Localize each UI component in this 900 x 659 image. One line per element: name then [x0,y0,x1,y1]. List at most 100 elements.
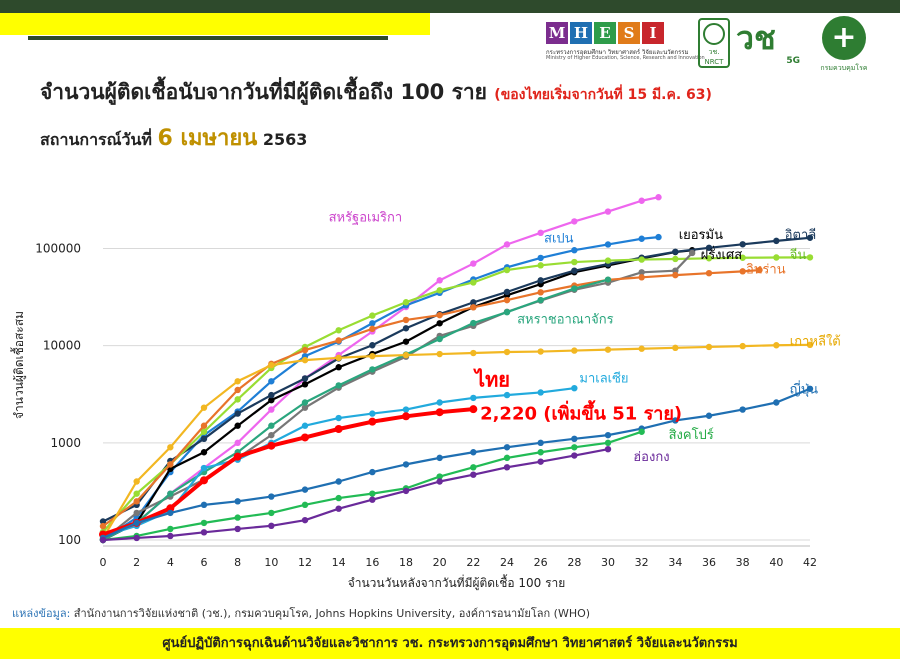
series-8-point [200,404,208,411]
x-tick-label: 40 [769,556,783,569]
series-9-point [335,414,342,422]
series-10-point [402,412,410,421]
page-subtitle: สถานการณ์วันที่ 6 เมษายน 2563 [40,120,307,155]
series-8-point [638,345,645,352]
series-6-point [234,386,241,394]
series-1-point [268,378,275,385]
series-9-point [571,384,578,392]
series-11-point [604,431,612,439]
series-7-point [167,490,174,497]
series-line-11 [102,387,811,539]
x-tick-label: 26 [534,556,548,569]
series-3-point [99,518,107,525]
series-6-point [503,296,511,304]
series-13-point [268,522,275,530]
series-12-point [470,464,477,471]
series-8-point [503,348,511,356]
series-9-point [503,391,511,399]
series-13-point [503,464,511,471]
series-1-point [638,235,645,242]
series-9-point [537,389,544,396]
series-4-point [369,312,376,319]
series-11-point [234,498,241,505]
series-label: อิตาลี [785,227,817,243]
series-3-point [234,410,241,417]
series-label: ไทย [473,367,510,391]
series-8-point [402,351,410,359]
series-13-point [133,534,140,542]
mhesi-letter-h: H [570,22,592,44]
mhesi-caption-en: Ministry of Higher Education, Science, R… [546,55,705,61]
series-0-point [470,260,477,267]
series-4-point [503,266,511,274]
series-4-point [133,490,140,497]
series-9-point [402,406,410,413]
x-tick-label: 42 [803,556,817,569]
series-4-point [436,287,443,294]
series-13-point [604,445,612,453]
series-1-point [655,233,662,241]
series-11-point [167,509,174,517]
x-tick-label: 38 [736,556,750,569]
source-text: สำนักงานการวิจัยแห่งชาติ (วช.), กรมควบคุ… [73,607,591,620]
title-main: จำนวนผู้ติดเชื้อนับจากวันที่มีผู้ติดเชื้… [40,80,487,104]
series-5-point [688,249,696,257]
series-6-point [470,304,477,311]
series-11-point [672,417,679,424]
series-5-point [672,267,679,274]
series-3-point [200,435,208,443]
series-5-point [301,404,309,411]
series-5-point [268,431,275,439]
series-0-point [436,277,443,284]
series-13-point [537,458,544,465]
data-source: แหล่งข้อมูล: สำนักงานการวิจัยแห่งชาติ (ว… [12,604,590,622]
series-5-point [133,509,140,517]
series-0-point [655,194,662,201]
series-7-point [537,296,544,304]
x-tick-label: 36 [702,556,716,569]
series-6-point [705,269,713,277]
series-13-point [167,532,174,540]
series-3-point [470,299,477,306]
series-2-point [402,338,410,345]
series-4-point [537,262,544,269]
x-tick-label: 28 [567,556,581,569]
x-tick-label: 22 [466,556,480,569]
series-8-point [672,344,679,352]
series-8-point [773,342,780,349]
series-11-point [369,468,376,476]
series-label: ญี่ปุ่น [790,381,818,398]
series-2-point [268,396,275,404]
top-yellow-band [0,13,430,35]
series-2-point [301,381,309,388]
series-7-point [604,276,612,283]
nrct-sub: NRCT [704,58,724,66]
series-8-point [369,352,376,360]
series-8-point [436,350,443,358]
series-6-point [402,316,410,324]
series-9-point [200,464,208,472]
series-12-point [335,494,342,502]
series-11-point [705,412,713,419]
y-axis-title: จำนวนผู้ติดเชื้อสะสม [10,311,27,419]
page-title: จำนวนผู้ติดเชื้อนับจากวันที่มีผู้ติดเชื้… [40,76,712,109]
series-line-7 [102,278,609,541]
series-11-point [436,454,443,462]
series-0-point [571,218,578,225]
series-2-point [436,320,443,327]
series-13-point [335,505,342,512]
series-3-point [537,277,544,284]
x-tick-label: 4 [167,556,174,569]
series-4-point [200,428,208,435]
series-6-point [537,289,544,296]
y-tick-label: 1000 [50,436,81,450]
series-2-point [335,364,342,371]
nrct-emblem-icon [703,23,725,45]
x-tick-label: 0 [100,556,107,569]
x-tick-label: 6 [201,556,208,569]
series-12-point [604,439,612,447]
series-12-point [234,514,241,521]
series-6-point [436,311,443,319]
series-10-point [267,441,276,450]
